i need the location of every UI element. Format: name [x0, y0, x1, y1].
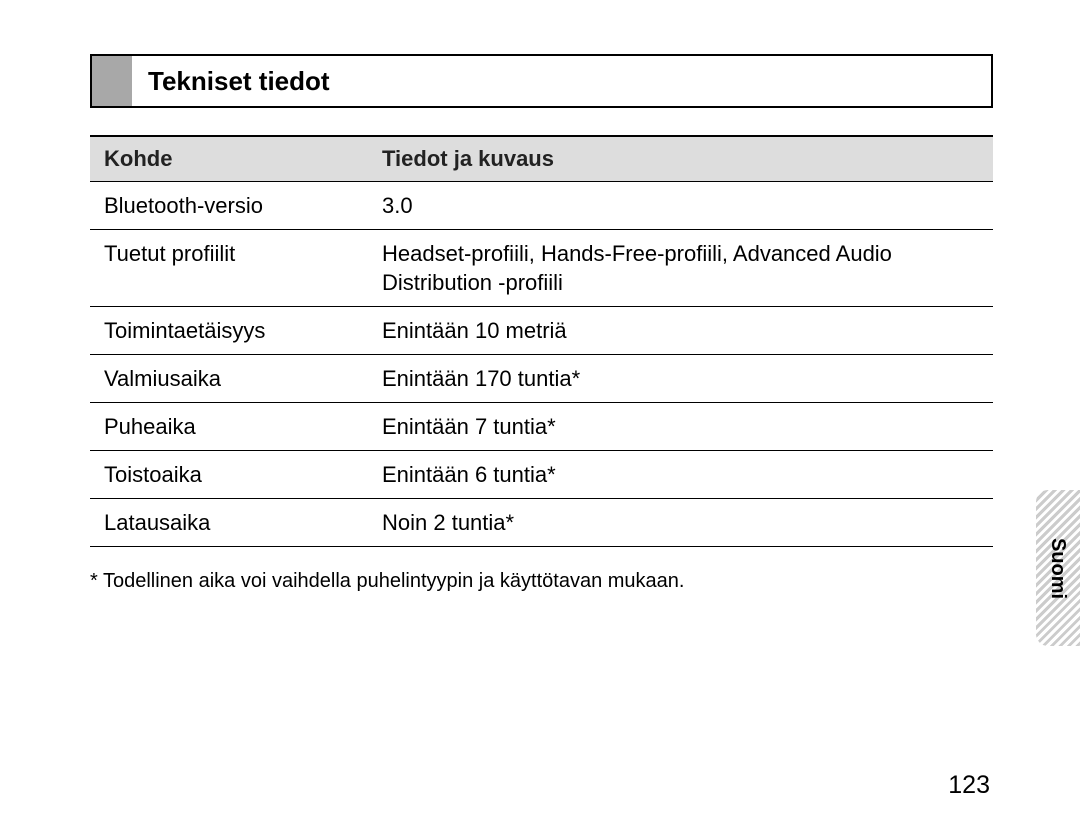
col-header-tiedot: Tiedot ja kuvaus	[368, 136, 993, 182]
cell-value: Enintään 6 tuntia*	[368, 451, 993, 499]
table-row: Toistoaika Enintään 6 tuntia*	[90, 451, 993, 499]
cell-label: Toimintaetäisyys	[90, 307, 368, 355]
cell-label: Tuetut profiilit	[90, 230, 368, 307]
table-row: Puheaika Enintään 7 tuntia*	[90, 403, 993, 451]
section-title: Tekniset tiedot	[132, 56, 330, 106]
cell-label: Valmiusaika	[90, 355, 368, 403]
table-row: Tuetut profiilit Headset-profiili, Hands…	[90, 230, 993, 307]
table-header-row: Kohde Tiedot ja kuvaus	[90, 136, 993, 182]
cell-value: Headset-profiili, Hands-Free-profiili, A…	[368, 230, 993, 307]
table-row: Bluetooth-versio 3.0	[90, 182, 993, 230]
cell-value: Enintään 7 tuntia*	[368, 403, 993, 451]
table-row: Latausaika Noin 2 tuntia*	[90, 499, 993, 547]
cell-label: Bluetooth-versio	[90, 182, 368, 230]
spec-table: Kohde Tiedot ja kuvaus Bluetooth-versio …	[90, 135, 993, 547]
table-row: Toimintaetäisyys Enintään 10 metriä	[90, 307, 993, 355]
heading-accent-tab	[92, 56, 132, 106]
cell-value: Noin 2 tuntia*	[368, 499, 993, 547]
footnote: * Todellinen aika voi vaihdella puhelint…	[90, 570, 993, 593]
language-tab: Suomi	[1036, 490, 1080, 646]
cell-value: Enintään 170 tuntia*	[368, 355, 993, 403]
page: Tekniset tiedot Kohde Tiedot ja kuvaus B…	[0, 0, 1080, 840]
col-header-kohde: Kohde	[90, 136, 368, 182]
cell-value: 3.0	[368, 182, 993, 230]
table-row: Valmiusaika Enintään 170 tuntia*	[90, 355, 993, 403]
language-tab-label: Suomi	[1047, 537, 1070, 598]
section-heading: Tekniset tiedot	[90, 54, 993, 108]
cell-label: Puheaika	[90, 403, 368, 451]
cell-value: Enintään 10 metriä	[368, 307, 993, 355]
cell-label: Toistoaika	[90, 451, 368, 499]
page-number: 123	[948, 771, 990, 800]
cell-label: Latausaika	[90, 499, 368, 547]
